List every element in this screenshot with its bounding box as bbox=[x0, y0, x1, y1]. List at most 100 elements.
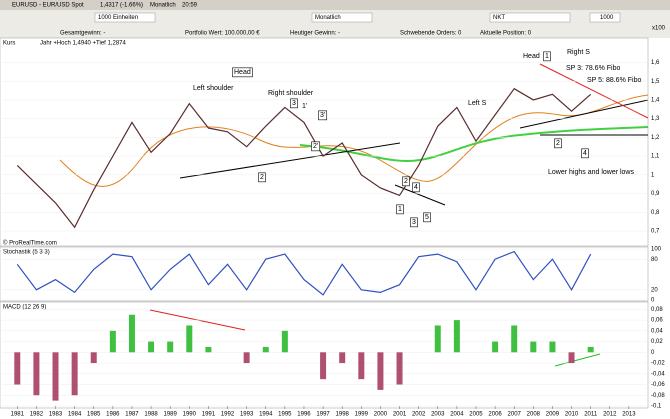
macd-bar bbox=[52, 352, 59, 401]
units: 1000 Einheiten bbox=[98, 15, 138, 21]
y-tick-label: 1,1 bbox=[651, 154, 660, 160]
annotation-box bbox=[258, 172, 266, 183]
x-tick-label: 1981 bbox=[11, 412, 25, 418]
x-tick-label: 1992 bbox=[221, 412, 235, 418]
neckline bbox=[179, 142, 401, 179]
macd-bar bbox=[434, 325, 441, 353]
divergence-line bbox=[554, 353, 601, 367]
annotation-box bbox=[318, 110, 328, 121]
annotation: Left S bbox=[468, 100, 487, 107]
macd-bar bbox=[33, 352, 40, 396]
y-tick-label: 0,7 bbox=[651, 229, 660, 235]
macd-bar bbox=[511, 325, 518, 353]
macd-bar bbox=[148, 341, 155, 353]
window-time: 20:59 bbox=[182, 3, 198, 9]
y-tick-label: -0,06 bbox=[651, 382, 665, 388]
x-tick-label: 1982 bbox=[30, 412, 44, 418]
status-item: Aktuelle Position: 0 bbox=[480, 31, 532, 37]
resistance-line bbox=[539, 63, 649, 119]
annotation: SP 5: 88.6% Fibo bbox=[587, 77, 641, 84]
x-tick-label: 2000 bbox=[374, 412, 388, 418]
period-select[interactable] bbox=[311, 12, 373, 23]
y-tick-label: -0,02 bbox=[651, 361, 665, 367]
trend-line bbox=[519, 99, 649, 129]
x-tick-label: 1993 bbox=[240, 412, 254, 418]
annotation: 3' bbox=[320, 112, 325, 119]
y-tick-label: 20 bbox=[651, 287, 658, 293]
annotation: 3 bbox=[292, 100, 296, 107]
x-tick-label: 1984 bbox=[68, 412, 82, 418]
x-tick-label: 1986 bbox=[106, 412, 120, 418]
status-item: Portfolio Wert: 100.000,00 € bbox=[185, 31, 260, 37]
annotation: SP 3: 78.6% Fibo bbox=[566, 65, 620, 72]
annotation-box bbox=[543, 51, 551, 62]
y-tick-label: -0,1 bbox=[651, 404, 662, 410]
macd-bar bbox=[377, 352, 384, 390]
x-tick-label: 2002 bbox=[412, 412, 426, 418]
macd-bar bbox=[530, 341, 537, 353]
order-type-select[interactable] bbox=[489, 12, 571, 23]
macd-bar bbox=[453, 320, 460, 353]
x-tick-label: 1990 bbox=[183, 412, 197, 418]
x-tick-label: 2008 bbox=[527, 412, 541, 418]
x-tick-label: 1997 bbox=[316, 412, 330, 418]
x-tick-label: 2004 bbox=[450, 412, 464, 418]
annotation: 3 bbox=[412, 219, 416, 226]
panel-title: Stochastik (5 3 3) bbox=[3, 250, 50, 256]
title-bar bbox=[0, 0, 670, 10]
macd-bar bbox=[339, 352, 346, 364]
annotation-box bbox=[581, 148, 589, 159]
macd-bar bbox=[186, 325, 193, 353]
y-tick-label: 0,8 bbox=[651, 210, 660, 216]
x-tick-label: 1987 bbox=[125, 412, 139, 418]
annotation: Right shoulder bbox=[268, 90, 314, 97]
period: Monatlich bbox=[315, 15, 341, 21]
annotation: © ProRealTime.com bbox=[3, 240, 57, 247]
y-tick-label: 1,6 bbox=[651, 60, 660, 66]
x-tick-label: 1985 bbox=[87, 412, 101, 418]
panel-title: MACD (12 26 9) bbox=[3, 305, 46, 311]
annotation: Right S bbox=[567, 49, 590, 56]
x-tick-label: 2012 bbox=[603, 412, 617, 418]
x-tick-label: 2005 bbox=[469, 412, 483, 418]
x-tick-label: 2011 bbox=[584, 412, 598, 418]
y-tick-label: 0,9 bbox=[651, 191, 660, 197]
x-tick-label: 1995 bbox=[278, 412, 292, 418]
annotation: 5 bbox=[425, 214, 429, 221]
macd-bar bbox=[71, 352, 78, 396]
annotation-box bbox=[396, 204, 404, 215]
y-tick-label: 0,08 bbox=[651, 307, 663, 313]
x-tick-label: 2003 bbox=[431, 412, 445, 418]
macd-bar bbox=[492, 341, 499, 353]
annotation: Left shoulder bbox=[193, 85, 234, 92]
price-line bbox=[16, 87, 592, 229]
macd-bar bbox=[549, 341, 556, 353]
annotation-box bbox=[402, 176, 410, 187]
y-tick-label: -0,04 bbox=[651, 371, 665, 377]
quantity-input[interactable] bbox=[589, 12, 621, 23]
moving-average bbox=[59, 94, 649, 187]
annotation-box bbox=[554, 138, 562, 149]
annotation-box bbox=[423, 212, 431, 223]
quantity: 1000 bbox=[600, 15, 614, 21]
units-select[interactable] bbox=[94, 12, 156, 23]
x-tick-label: 1994 bbox=[259, 412, 273, 418]
annotation-box bbox=[410, 217, 418, 228]
y-tick-label: 0 bbox=[651, 350, 655, 356]
y-tick-label: 100 bbox=[651, 247, 662, 253]
y-tick-label: 1 bbox=[651, 172, 655, 178]
y-tick-label: 1,5 bbox=[651, 79, 660, 85]
annotation-box bbox=[290, 98, 298, 109]
x-tick-label: 1988 bbox=[144, 412, 158, 418]
x-tick-label: 2010 bbox=[565, 412, 579, 418]
macd-bar bbox=[568, 352, 575, 364]
x-tick-label: 1991 bbox=[202, 412, 216, 418]
price-line bbox=[16, 250, 592, 296]
annotation: 4 bbox=[414, 184, 418, 191]
annotation: 2 bbox=[404, 178, 408, 185]
x-tick-label: 2009 bbox=[546, 412, 560, 418]
annotation-box bbox=[232, 67, 253, 78]
y-tick-label: 0 bbox=[651, 298, 655, 304]
window-title: EURUSD - EUR/USD Spot bbox=[12, 3, 84, 9]
trend-line bbox=[394, 184, 446, 206]
